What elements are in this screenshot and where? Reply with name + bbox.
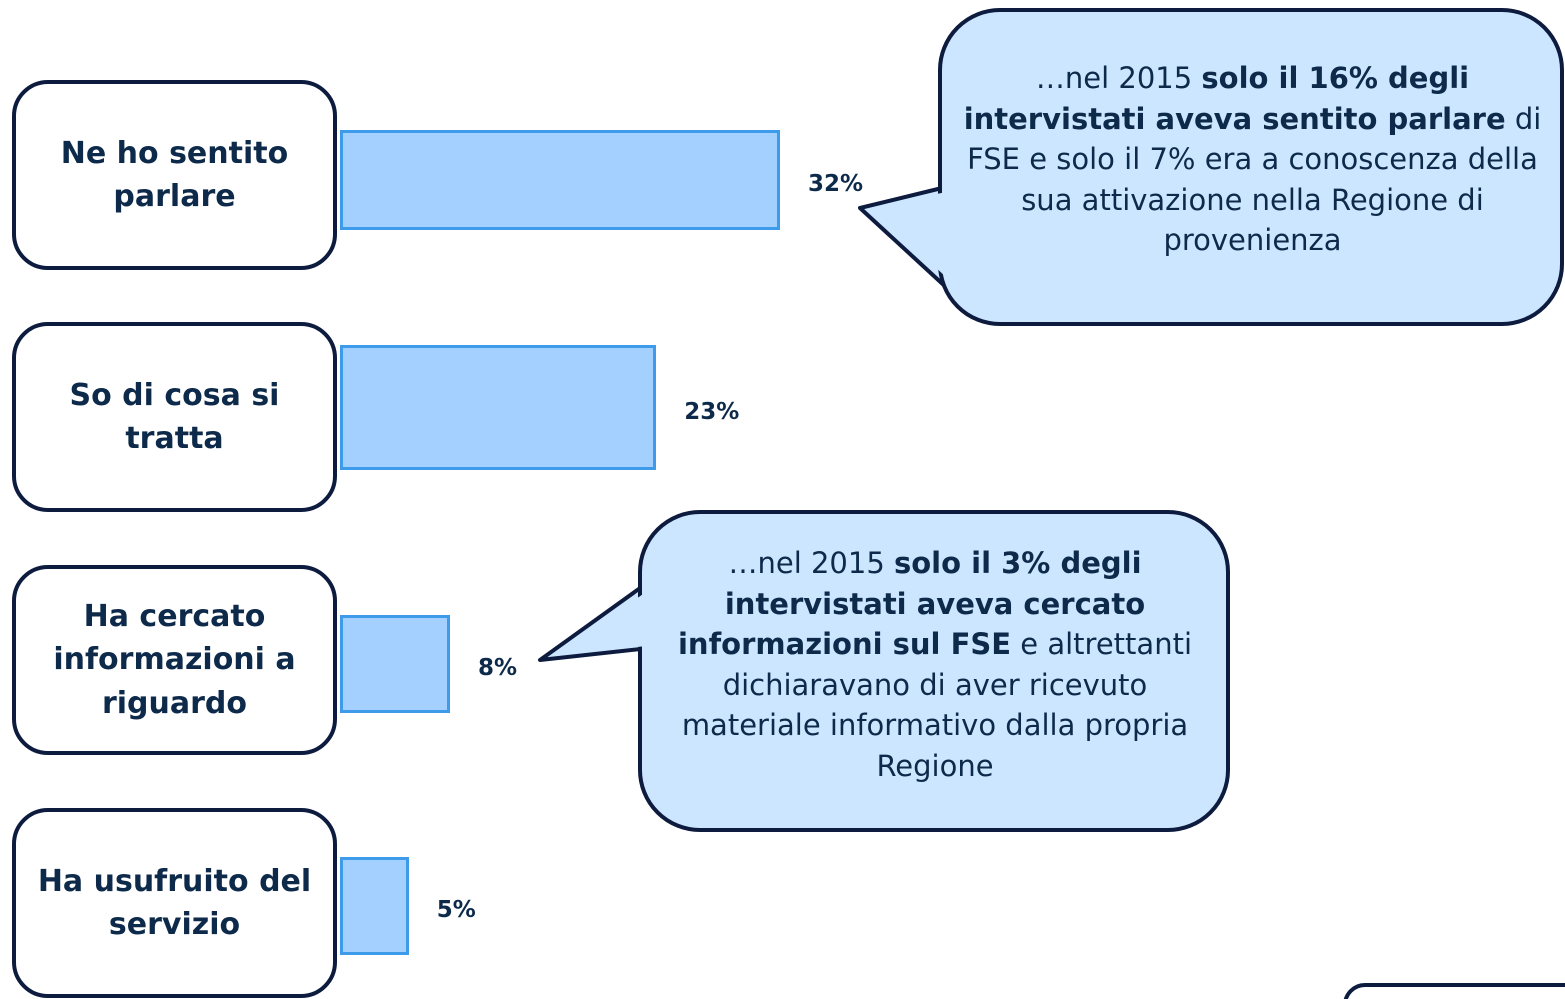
category-label: So di cosa si tratta bbox=[12, 322, 337, 512]
corner-box bbox=[1343, 983, 1565, 999]
value-label: 23% bbox=[684, 398, 740, 425]
callout-box bbox=[938, 8, 1564, 326]
callout-run: solo il 3% degli intervistati aveva cerc… bbox=[677, 546, 1146, 662]
callout-seam bbox=[556, 552, 702, 656]
bar bbox=[340, 615, 450, 713]
category-label: Ha usufruito del servizio bbox=[12, 808, 337, 998]
callout-1 bbox=[858, 8, 1564, 326]
callout-run: solo il 16% degli intervistati aveva sen… bbox=[963, 61, 1506, 136]
category-label: Ha cercato informazioni a riguardo bbox=[12, 565, 337, 755]
value-label: 32% bbox=[808, 171, 864, 197]
callout-run: …nel 2015 bbox=[1035, 61, 1202, 95]
value-label: 5% bbox=[436, 897, 476, 923]
value-label: 8% bbox=[478, 655, 518, 681]
callout-text: …nel 2015 solo il 3% degli intervistati … bbox=[655, 543, 1215, 787]
bar bbox=[340, 345, 657, 470]
category-label: Ne ho sentito parlare bbox=[12, 80, 337, 270]
callout-run: …nel 2015 bbox=[728, 546, 894, 580]
bar bbox=[340, 857, 409, 955]
callout-run: e altrettanti dichiaravano di aver ricev… bbox=[681, 627, 1193, 783]
callout-seam bbox=[872, 192, 962, 292]
callout-2 bbox=[538, 510, 1230, 832]
bar bbox=[340, 130, 780, 230]
callout-box bbox=[638, 510, 1230, 832]
callout-text: …nel 2015 solo il 16% degli intervistati… bbox=[955, 58, 1550, 261]
callout-run: di FSE e solo il 7% era a conoscenza del… bbox=[967, 101, 1542, 258]
